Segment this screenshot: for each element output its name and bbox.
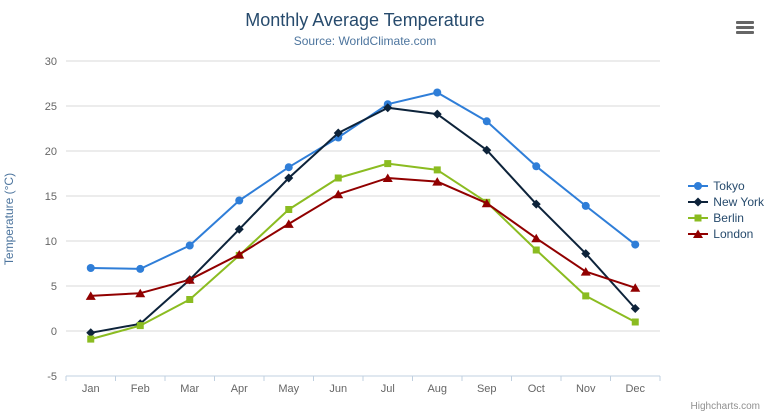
data-point-marker[interactable] <box>482 145 492 155</box>
hamburger-icon <box>736 31 754 34</box>
data-point-marker[interactable] <box>284 163 293 172</box>
data-point-marker[interactable] <box>694 182 703 190</box>
legend-label: New York <box>713 195 764 209</box>
data-point-marker[interactable] <box>383 103 393 113</box>
data-point-marker[interactable] <box>382 173 393 183</box>
x-axis-label: May <box>278 383 299 395</box>
data-point-marker[interactable] <box>531 199 541 209</box>
data-point-marker[interactable] <box>235 196 244 205</box>
legend-item-tokyo[interactable]: Tokyo <box>688 178 764 194</box>
data-point-marker[interactable] <box>184 275 195 284</box>
data-point-marker[interactable] <box>693 197 703 207</box>
legend-label: Tokyo <box>713 179 745 193</box>
data-point-marker[interactable] <box>532 162 541 171</box>
y-axis-label: 0 <box>51 326 57 338</box>
data-point-marker[interactable] <box>333 128 343 138</box>
data-point-marker[interactable] <box>531 233 542 243</box>
y-axis-label: 20 <box>45 146 57 158</box>
series-line[interactable] <box>89 177 637 297</box>
data-point-marker[interactable] <box>693 229 704 239</box>
data-point-marker[interactable] <box>284 173 294 183</box>
x-axis-label: Sep <box>477 383 497 395</box>
legend: Tokyo New York Berlin London <box>688 178 764 242</box>
data-point-marker[interactable] <box>631 318 639 326</box>
y-axis-label: -5 <box>47 371 57 383</box>
legend-marker-square-icon <box>688 214 709 222</box>
data-point-marker[interactable] <box>581 249 591 259</box>
data-point-marker[interactable] <box>481 198 492 208</box>
data-point-marker[interactable] <box>283 219 294 228</box>
data-point-marker[interactable] <box>432 177 443 186</box>
x-axis-label: Jun <box>329 383 347 395</box>
data-point-marker[interactable] <box>582 292 590 300</box>
data-point-marker[interactable] <box>334 174 342 182</box>
credits-link[interactable]: Highcharts.com <box>690 401 760 412</box>
y-axis-label: 15 <box>45 191 57 203</box>
x-axis-label: Jul <box>381 383 395 395</box>
data-point-marker[interactable] <box>87 335 95 343</box>
data-point-marker[interactable] <box>285 206 293 213</box>
y-axis-title: Temperature (°C) <box>2 172 16 266</box>
series-line[interactable] <box>89 162 637 341</box>
data-point-marker[interactable] <box>185 241 194 250</box>
data-point-marker[interactable] <box>580 267 591 276</box>
series-line[interactable] <box>89 91 637 270</box>
data-point-marker[interactable] <box>482 117 491 126</box>
legend-label: Berlin <box>713 211 744 225</box>
x-axis-label: Dec <box>625 383 645 395</box>
data-point-marker[interactable] <box>86 264 95 272</box>
y-axis-label: 10 <box>45 236 57 248</box>
data-point-marker[interactable] <box>186 296 194 303</box>
hamburger-icon <box>736 26 754 29</box>
x-axis-label: Nov <box>576 383 596 395</box>
hamburger-icon <box>736 21 754 24</box>
data-point-marker[interactable] <box>581 201 590 210</box>
legend-label: London <box>713 227 754 241</box>
data-point-marker[interactable] <box>136 264 145 273</box>
legend-item-new-york[interactable]: New York <box>688 194 764 210</box>
data-point-marker[interactable] <box>631 240 640 249</box>
series-london[interactable] <box>85 173 641 300</box>
legend-marker-circle-icon <box>688 182 709 190</box>
x-axis-label: Oct <box>528 383 545 395</box>
series-tokyo[interactable] <box>86 88 640 273</box>
data-point-marker[interactable] <box>630 304 640 313</box>
y-axis-label: 25 <box>45 101 57 113</box>
x-axis-label: Aug <box>427 383 447 395</box>
data-point-marker[interactable] <box>433 166 441 174</box>
data-point-marker[interactable] <box>86 328 96 338</box>
chart-title: Monthly Average Temperature <box>245 10 485 30</box>
x-axis-label: Mar <box>180 383 199 395</box>
series-new-york[interactable] <box>86 103 640 338</box>
legend-item-berlin[interactable]: Berlin <box>688 210 764 226</box>
y-axis-label: 30 <box>45 56 57 68</box>
legend-marker-triangle-icon <box>688 229 709 239</box>
data-point-marker[interactable] <box>630 283 641 292</box>
x-axis-label: Jan <box>82 383 100 395</box>
y-axis-label: 5 <box>51 281 57 293</box>
data-point-marker[interactable] <box>234 224 244 234</box>
export-menu-button[interactable] <box>736 21 754 34</box>
data-point-marker[interactable] <box>532 246 540 254</box>
x-axis-label: Apr <box>231 383 248 395</box>
data-point-marker[interactable] <box>333 189 344 199</box>
data-point-marker[interactable] <box>694 214 702 222</box>
data-point-marker[interactable] <box>433 88 442 97</box>
legend-marker-diamond-icon <box>688 197 709 207</box>
data-point-marker[interactable] <box>432 109 442 119</box>
data-point-marker[interactable] <box>234 250 245 259</box>
chart-subtitle: Source: WorldClimate.com <box>293 34 437 48</box>
data-point-marker[interactable] <box>85 291 96 300</box>
data-point-marker[interactable] <box>135 288 146 298</box>
legend-item-london[interactable]: London <box>688 226 764 242</box>
series-line[interactable] <box>89 106 637 334</box>
data-point-marker[interactable] <box>384 160 392 168</box>
x-axis-label: Feb <box>131 383 150 395</box>
data-point-marker[interactable] <box>136 322 144 330</box>
